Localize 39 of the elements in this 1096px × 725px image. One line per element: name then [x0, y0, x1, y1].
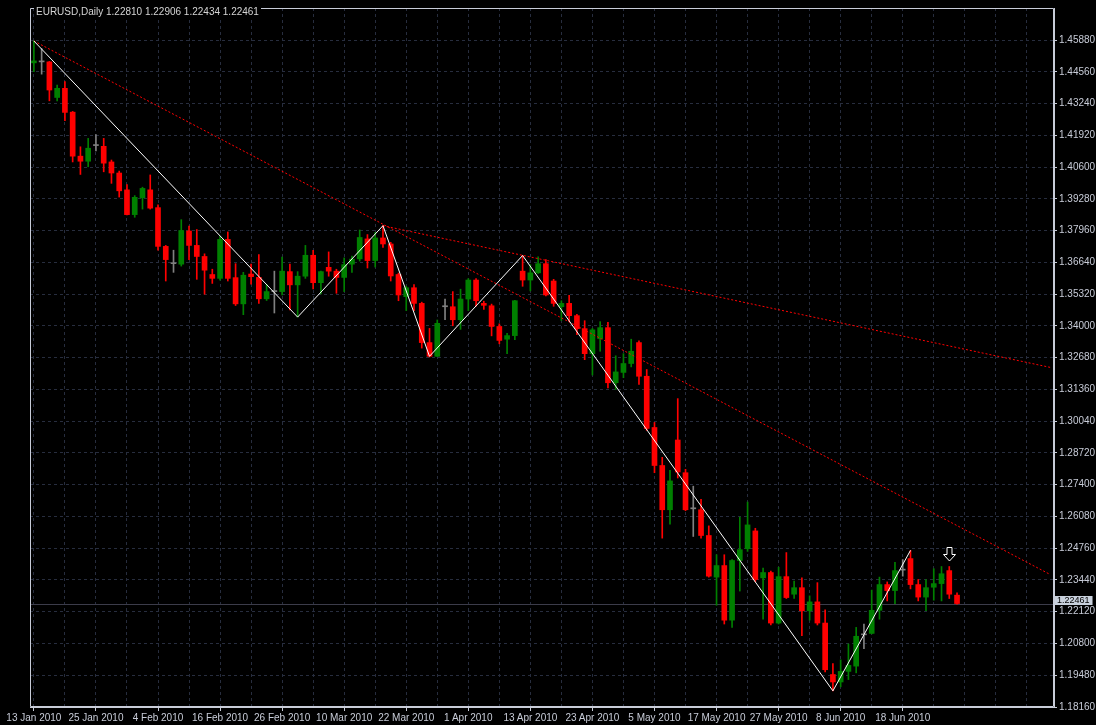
y-tick-label: 1.44560	[1059, 65, 1096, 77]
y-tick-label: 1.32680	[1059, 351, 1096, 363]
x-tick-label: 8 Jun 2010	[815, 711, 866, 723]
x-tick-label: 1 Apr 2010	[444, 711, 493, 723]
y-tick-label: 1.18160	[1059, 700, 1096, 712]
y-tick-label: 1.23440	[1059, 573, 1096, 585]
x-tick-label: 4 Feb 2010	[132, 711, 184, 723]
x-tick-label: 22 Mar 2010	[378, 711, 435, 723]
y-tick-label: 1.27400	[1059, 478, 1096, 490]
y-tick-label: 1.35320	[1059, 287, 1096, 299]
y-tick-label: 1.45880	[1059, 33, 1096, 45]
x-tick-label: 16 Feb 2010	[191, 711, 249, 723]
y-tick-label: 1.36640	[1059, 256, 1096, 268]
y-tick-label: 1.24760	[1059, 542, 1096, 553]
x-tick-label: 17 May 2010	[687, 711, 746, 723]
y-tick-label: 1.20800	[1059, 637, 1096, 649]
y-tick-label: 1.19480	[1059, 669, 1096, 680]
x-tick-label: 10 Mar 2010	[316, 711, 373, 723]
y-tick-label: 1.22120	[1059, 605, 1096, 617]
y-tick-label: 1.28720	[1059, 446, 1096, 458]
x-tick-label: 26 Feb 2010	[254, 711, 311, 723]
x-tick-label: 13 Jan 2010	[6, 711, 62, 723]
x-tick-label: 5 May 2010	[628, 711, 682, 723]
x-tick-label: 27 May 2010	[749, 711, 808, 723]
chart-title: EURUSD,Daily 1.22810 1.22906 1.22434 1.22461	[34, 6, 261, 18]
y-tick-label: 1.43240	[1059, 97, 1096, 109]
y-tick-label: 1.40600	[1059, 160, 1096, 172]
y-tick-label: 1.41920	[1059, 129, 1096, 141]
y-tick-label: 1.39280	[1059, 192, 1096, 204]
x-tick-label: 18 Jun 2010	[875, 711, 931, 723]
x-tick-label: 13 Apr 2010	[503, 711, 558, 723]
y-tick-label: 1.31360	[1059, 383, 1096, 395]
y-tick-label: 1.37960	[1059, 224, 1096, 236]
y-tick-label: 1.30040	[1059, 414, 1096, 426]
y-tick-label: 1.26080	[1059, 510, 1096, 522]
x-tick-label: 23 Apr 2010	[565, 711, 620, 723]
ref-line-label: 1.22461	[1057, 594, 1090, 605]
x-tick-label: 25 Jan 2010	[68, 711, 124, 723]
y-tick-label: 1.34000	[1059, 319, 1096, 331]
